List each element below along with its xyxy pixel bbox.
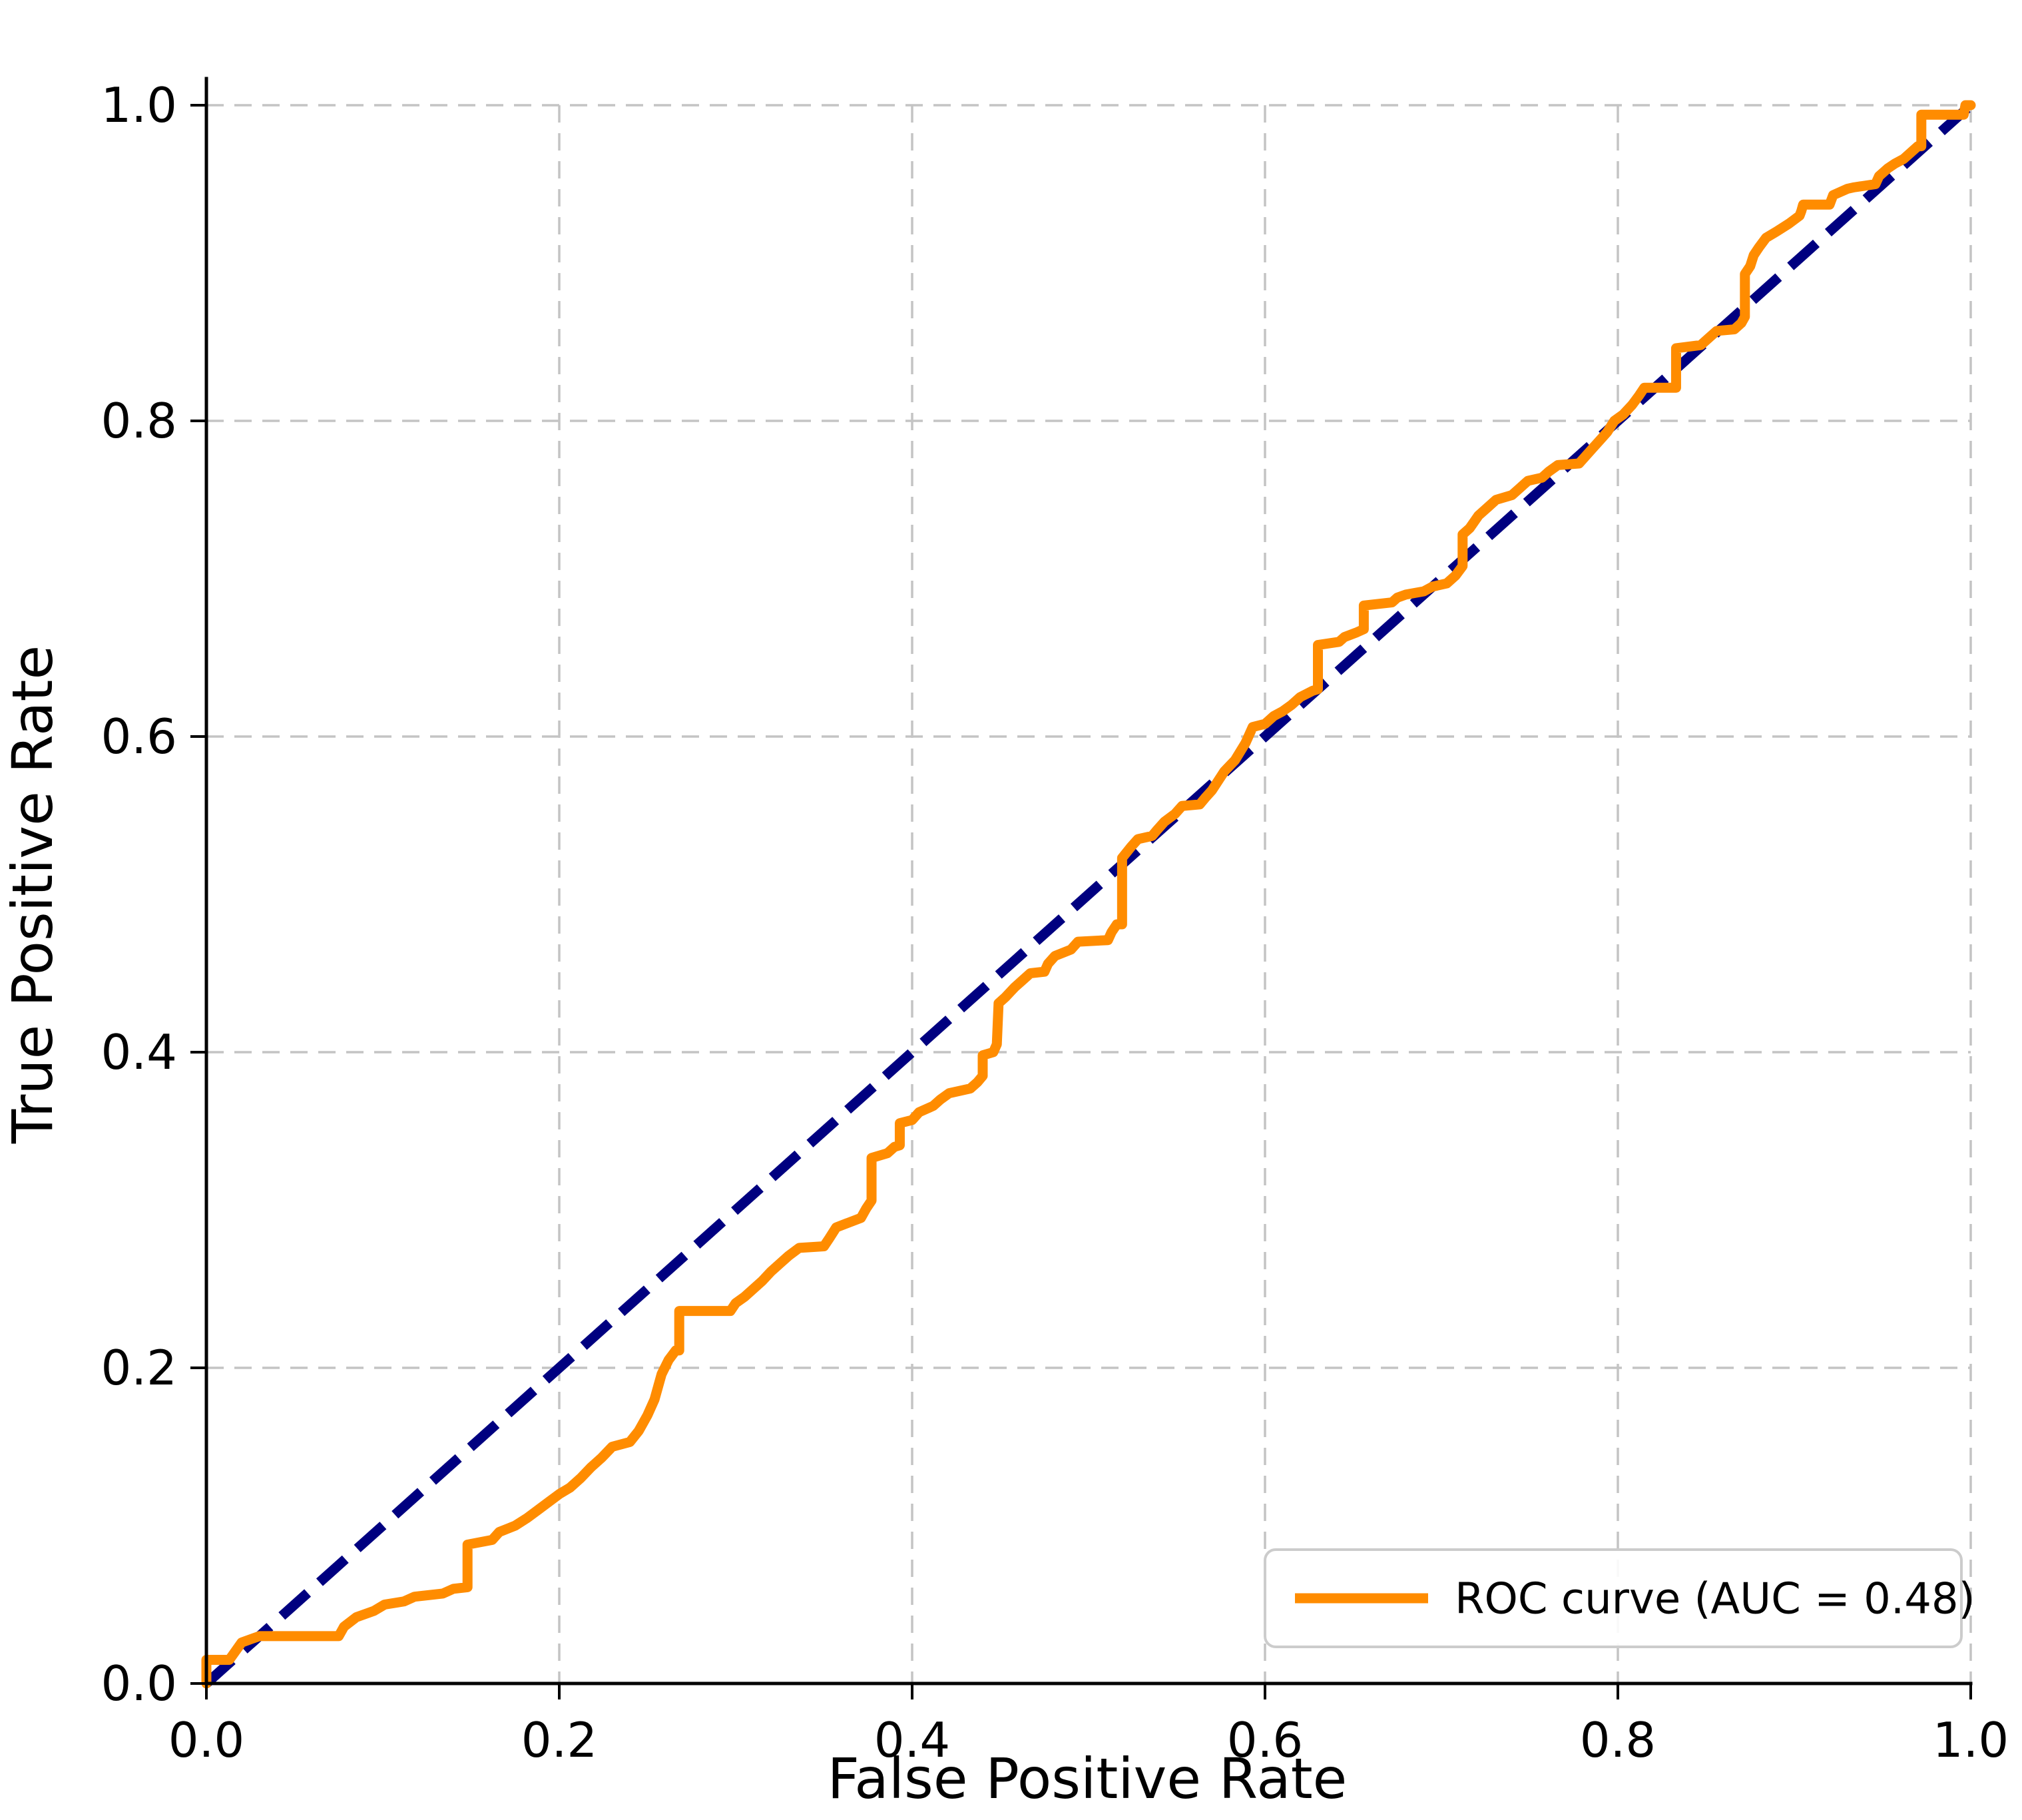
x-axis-label: False Positive Rate bbox=[828, 1746, 1348, 1811]
y-tick-label-0.0: 0.0 bbox=[101, 1656, 177, 1711]
x-tick-label-0.2: 0.2 bbox=[521, 1712, 598, 1768]
y-tick-label-0.6: 0.6 bbox=[101, 709, 177, 764]
legend: ROC curve (AUC = 0.48) bbox=[1264, 1548, 1975, 1648]
x-tick-label-0.6: 0.6 bbox=[1227, 1712, 1304, 1768]
x-tick-label-1.0: 1.0 bbox=[1933, 1712, 2009, 1768]
y-tick-label-1.0: 1.0 bbox=[101, 77, 177, 133]
x-tick-label-0.0: 0.0 bbox=[168, 1712, 245, 1768]
x-tick-labels: 0.0 0.2 0.4 0.6 0.8 1.0 bbox=[168, 1712, 2009, 1768]
gridlines bbox=[206, 104, 1972, 1683]
x-tick-label-0.4: 0.4 bbox=[874, 1712, 951, 1768]
y-tick-label-0.2: 0.2 bbox=[101, 1340, 177, 1396]
y-tick-labels: 0.0 0.2 0.4 0.6 0.8 1.0 bbox=[101, 77, 177, 1711]
tick-marks bbox=[190, 104, 1972, 1699]
x-tick-label-0.8: 0.8 bbox=[1580, 1712, 1656, 1768]
y-axis-label: True Positive Rate bbox=[0, 645, 65, 1144]
roc-curve-line bbox=[201, 100, 1976, 1689]
legend-label: ROC curve (AUC = 0.48) bbox=[1455, 1574, 1975, 1624]
y-tick-label-0.8: 0.8 bbox=[101, 393, 177, 449]
y-tick-label-0.4: 0.4 bbox=[101, 1024, 177, 1080]
chance-diagonal-line bbox=[203, 101, 1974, 1687]
axes-spines bbox=[204, 77, 1973, 1685]
legend-box bbox=[1264, 1548, 1963, 1648]
plot-series bbox=[201, 100, 1976, 1689]
